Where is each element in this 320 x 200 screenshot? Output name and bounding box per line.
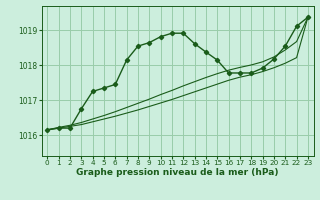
X-axis label: Graphe pression niveau de la mer (hPa): Graphe pression niveau de la mer (hPa): [76, 168, 279, 177]
